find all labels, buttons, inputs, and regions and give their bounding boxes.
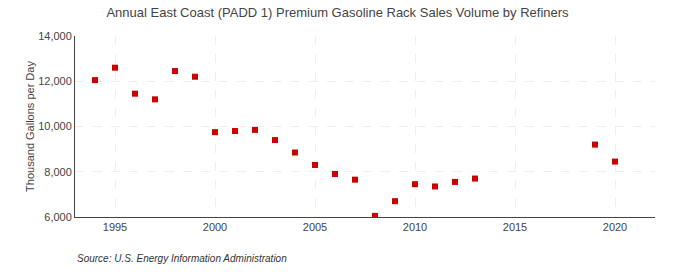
svg-text:6,000: 6,000 [44, 211, 72, 223]
svg-text:Source: U.S. Energy Informatio: Source: U.S. Energy Information Administ… [77, 253, 287, 264]
svg-text:2020: 2020 [603, 221, 627, 233]
svg-text:2015: 2015 [503, 221, 527, 233]
svg-text:14,000: 14,000 [38, 30, 72, 42]
svg-text:10,000: 10,000 [38, 120, 72, 132]
svg-text:2010: 2010 [403, 221, 427, 233]
svg-text:12,000: 12,000 [38, 75, 72, 87]
svg-text:Thousand Gallons per Day: Thousand Gallons per Day [24, 61, 36, 192]
svg-text:8,000: 8,000 [44, 166, 72, 178]
svg-text:2005: 2005 [303, 221, 327, 233]
svg-text:1995: 1995 [103, 221, 127, 233]
svg-text:2000: 2000 [203, 221, 227, 233]
svg-text:Annual East Coast (PADD 1) Pre: Annual East Coast (PADD 1) Premium Gasol… [106, 5, 569, 20]
